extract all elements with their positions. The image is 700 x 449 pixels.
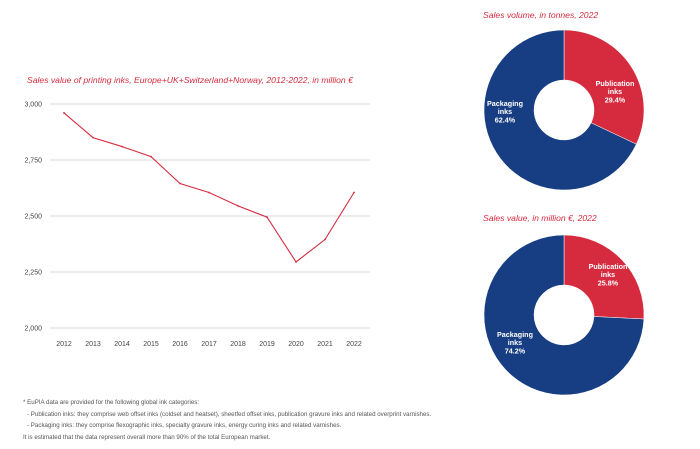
y-tick-label: 2,000 — [24, 326, 42, 333]
x-tick-label: 2012 — [56, 341, 72, 348]
data-point — [353, 191, 355, 194]
series-line — [63, 112, 355, 263]
x-tick-label: 2017 — [201, 341, 217, 348]
volume-donut-chart: Publication inks 29.4% Packaging inks 62.4% — [483, 29, 645, 191]
x-tick-label: 2021 — [317, 341, 333, 348]
data-point — [121, 145, 123, 148]
volume-donut-title: Sales volume, in tonnes, 2022 — [483, 10, 599, 20]
x-tick-label: 2014 — [114, 341, 130, 348]
data-point — [150, 155, 152, 158]
x-tick-label: 2016 — [172, 341, 188, 348]
data-point — [92, 136, 94, 139]
donut-slice — [563, 29, 645, 145]
x-tick-label: 2022 — [346, 341, 362, 348]
footnote-publication: - Publication inks: they comprise web of… — [27, 410, 432, 418]
x-tick-label: 2013 — [85, 341, 101, 348]
donut-slice — [483, 234, 645, 396]
x-tick-label: 2018 — [230, 341, 246, 348]
data-point — [266, 216, 268, 219]
donut-slice — [483, 29, 637, 191]
line-chart-title: Sales value of printing inks, Europe+UK+… — [27, 75, 353, 85]
footnote-intro: * EuPIA data are provided for the follow… — [23, 399, 200, 406]
value-donut-title: Sales value, in million €, 2022 — [483, 213, 597, 223]
x-tick-label: 2020 — [288, 341, 304, 348]
y-tick-label: 2,750 — [24, 158, 42, 165]
data-point — [63, 112, 65, 114]
slice-label: Publication inks 25.8% — [589, 262, 628, 287]
line-chart: 2,000 2,250 2,500 2,750 3,000 2012 2013 2014 201… — [24, 102, 370, 348]
data-point — [295, 261, 297, 263]
x-tick-label: 2015 — [143, 341, 159, 348]
data-point — [237, 205, 239, 207]
y-tick-label: 2,250 — [24, 270, 42, 277]
data-point — [324, 238, 326, 241]
footnote: * EuPIA data are provided for the follow… — [23, 397, 543, 443]
y-tick-label: 2,500 — [24, 214, 42, 221]
data-point — [208, 191, 210, 194]
value-donut-chart: Publication inks 25.8% Packaging inks 74.2% — [483, 234, 645, 396]
slice-label: Packaging inks 62.4% — [487, 99, 523, 124]
x-tick-label: 2019 — [259, 341, 275, 348]
donut-slice — [563, 234, 645, 320]
footnote-coverage: It is estimated that the data represent … — [23, 433, 271, 441]
data-point — [179, 182, 181, 185]
slice-label: Publication inks 29.4% — [596, 79, 635, 104]
y-tick-label: 3,000 — [24, 102, 42, 109]
footnote-packaging: - Packaging inks: they comprise flexogra… — [27, 422, 342, 429]
slice-label: Packaging inks 74.2% — [497, 330, 533, 355]
